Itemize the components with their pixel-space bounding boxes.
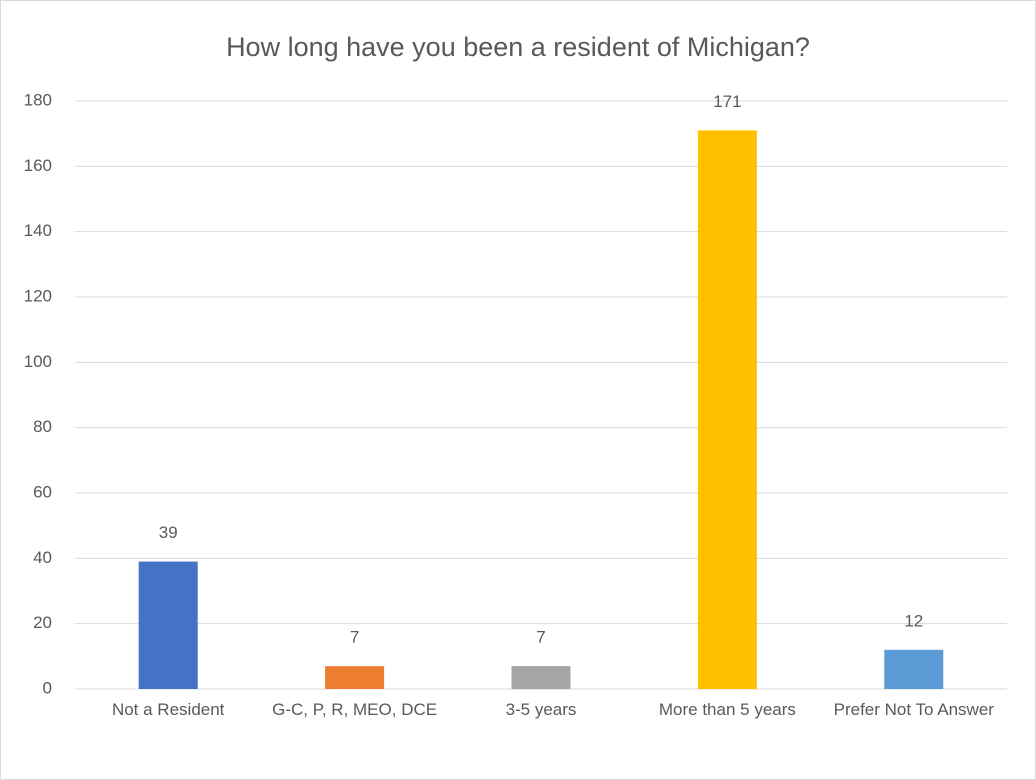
y-tick-label: 120 xyxy=(24,286,52,305)
data-label: 171 xyxy=(713,92,741,111)
bar xyxy=(697,130,757,689)
y-tick-label: 20 xyxy=(33,613,52,632)
bar xyxy=(325,666,385,689)
x-tick-label: 3-5 years xyxy=(505,700,577,719)
x-tick-label: More than 5 years xyxy=(658,700,796,719)
x-tick-label: G-C, P, R, MEO, DCE xyxy=(272,700,438,719)
y-tick-label: 100 xyxy=(24,352,52,371)
y-tick-label: 160 xyxy=(24,156,52,175)
data-label: 7 xyxy=(350,628,359,647)
bar xyxy=(138,561,198,689)
data-label: 7 xyxy=(536,628,545,647)
y-tick-label: 180 xyxy=(24,90,52,109)
y-tick-label: 140 xyxy=(24,221,52,240)
x-tick-label: Not a Resident xyxy=(111,700,225,719)
y-tick-label: 0 xyxy=(43,678,52,697)
chart-title: How long have you been a resident of Mic… xyxy=(226,32,810,62)
data-label: 39 xyxy=(159,523,178,542)
bar xyxy=(511,666,571,689)
data-label: 12 xyxy=(904,611,923,630)
x-tick-label: Prefer Not To Answer xyxy=(833,700,994,719)
y-tick-label: 80 xyxy=(33,417,52,436)
y-tick-label: 60 xyxy=(33,482,52,501)
bar xyxy=(884,649,944,689)
y-tick-label: 40 xyxy=(33,548,52,567)
